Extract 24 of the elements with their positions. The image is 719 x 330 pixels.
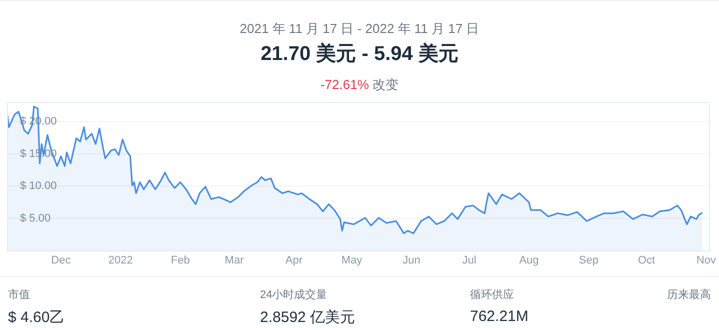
text: 2.8592 亿美元 [260,308,356,327]
x-tick-label: May [341,254,363,266]
text: 24小时成交量 [260,288,328,302]
x-tick-label: Nov [696,254,716,266]
chart-title: 21.70 美元 - 5.94 美元 [260,42,460,67]
x-tick-label: Jul [462,254,476,266]
y-tick-label: $ 5.00 [20,212,51,224]
x-tick-label: Jun [402,254,420,266]
x-tick-label: Apr [285,254,303,266]
text: 市值 [8,288,31,302]
text: 历来最高 [667,288,711,302]
x-tick-label: Dec [51,254,72,266]
x-tick-label: Aug [519,254,539,266]
y-tick-label: $ 10.00 [20,180,57,192]
x-tick-label: Sep [578,254,598,266]
x-tick-label: Oct [638,254,656,266]
x-tick-label: 2022 [108,254,133,266]
x-tick-label: Feb [170,254,190,266]
text: -72.61% 改变 [320,77,399,92]
text: 循环供应 [470,288,515,302]
x-tick-label: Mar [224,254,244,266]
text: $ 4.60乙 [8,308,65,327]
chart-subtitle: 2021 年 11 月 17 日 - 2022 年 11 月 17 日 [238,20,480,38]
text: 762.21M [470,308,528,325]
